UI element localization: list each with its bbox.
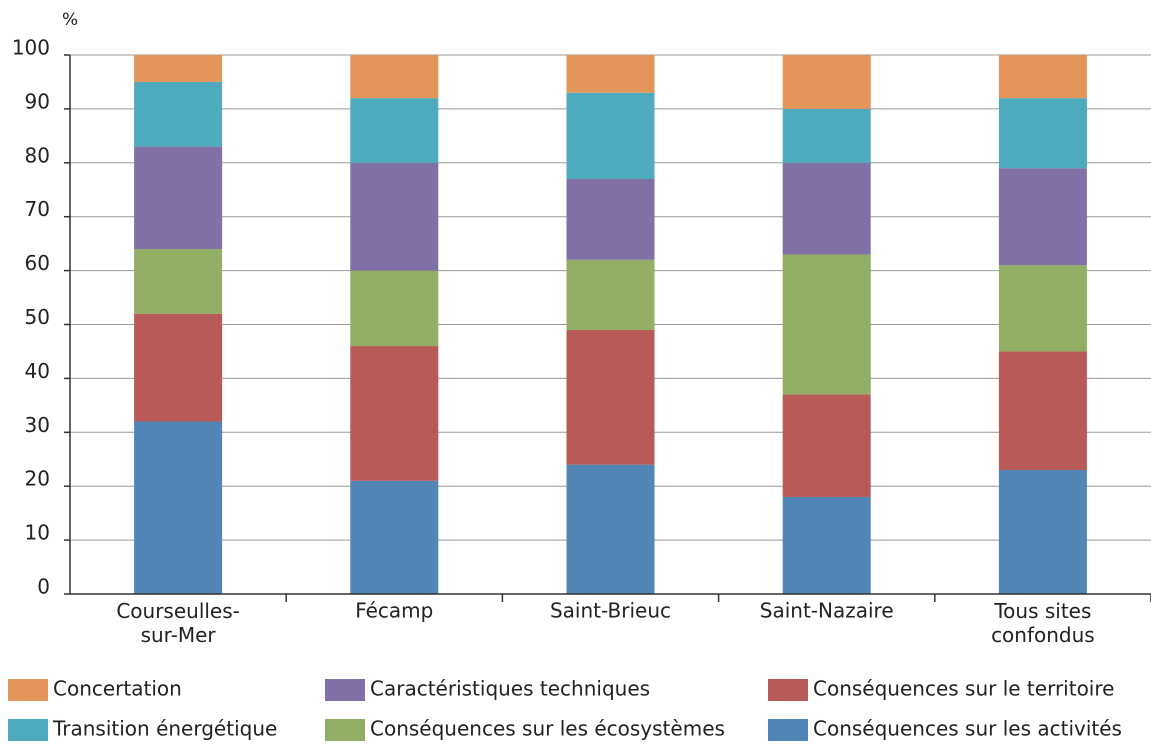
y-axis-label: %: [62, 10, 78, 30]
x-tick-label: Saint-Brieuc: [550, 599, 671, 623]
x-tick-label: Saint-Nazaire: [760, 599, 894, 623]
y-tick-label: 10: [25, 521, 50, 545]
bar-segment: [566, 55, 655, 93]
bar-segment: [998, 470, 1087, 594]
y-tick-label: 90: [25, 89, 50, 113]
bar-segment: [566, 259, 655, 330]
bar-segment: [998, 98, 1087, 169]
legend-swatch: [325, 719, 365, 741]
bar-segment: [134, 249, 223, 314]
bar-segment: [350, 270, 439, 347]
bar-segment: [350, 55, 439, 99]
bar-segment: [134, 55, 223, 82]
bar-segment: [134, 421, 223, 594]
x-tick-label: Tous sites confondus: [991, 599, 1095, 647]
bar-segment: [350, 480, 439, 594]
bar-segment: [134, 146, 223, 250]
legend-label: Concertation: [53, 677, 182, 701]
legend-label: Caractéristiques techniques: [370, 677, 650, 701]
bar-segment: [998, 351, 1087, 471]
y-tick-label: 100: [12, 36, 50, 60]
y-tick-label: 60: [25, 251, 50, 275]
bar-segment: [566, 178, 655, 260]
legend-label: Conséquences sur les écosystèmes: [370, 717, 725, 741]
x-tick-label: Courseulles-sur-Mer: [116, 599, 240, 647]
bar-segment: [782, 394, 871, 497]
legend-swatch: [768, 719, 808, 741]
bar-segment: [998, 55, 1087, 99]
y-tick-label: 30: [25, 413, 50, 437]
bar-segment: [782, 162, 871, 255]
y-tick-label: 50: [25, 305, 50, 329]
y-tick-label: 0: [37, 575, 50, 599]
legend-label: Transition énergétique: [52, 717, 277, 741]
legend-swatch: [8, 719, 48, 741]
y-tick-label: 20: [25, 467, 50, 491]
bar-segment: [134, 81, 223, 147]
bar-segment: [782, 55, 871, 109]
bar-segment: [350, 98, 439, 163]
bar-segment: [350, 346, 439, 481]
y-tick-label: 70: [25, 197, 50, 221]
bar-segment: [782, 496, 871, 594]
bar-segment: [566, 329, 655, 465]
legend-label: Conséquences sur le territoire: [813, 677, 1114, 701]
bar-segment: [998, 265, 1087, 352]
bar-segment: [350, 162, 439, 271]
legend-swatch: [8, 679, 48, 701]
y-tick-label: 80: [25, 143, 50, 167]
y-tick-label: 40: [25, 359, 50, 383]
bar-segment: [566, 92, 655, 179]
bar-segment: [566, 464, 655, 594]
legend-swatch: [768, 679, 808, 701]
legend-swatch: [325, 679, 365, 701]
bar-segment: [782, 254, 871, 395]
bar-segment: [782, 108, 871, 163]
bar-segment: [998, 168, 1087, 266]
bar-segment: [134, 313, 223, 422]
x-tick-label: Fécamp: [355, 599, 433, 623]
legend-label: Conséquences sur les activités: [813, 717, 1122, 741]
